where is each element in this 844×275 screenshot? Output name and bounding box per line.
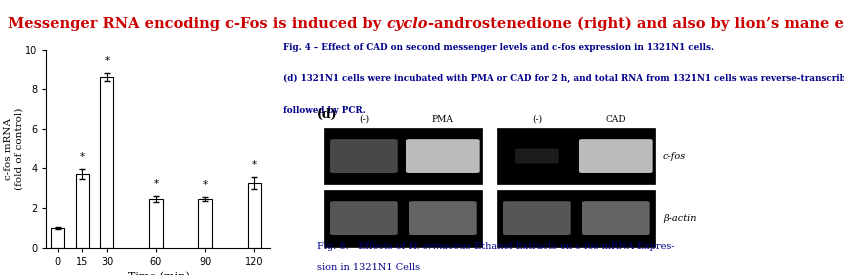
Text: PMA: PMA — [431, 115, 453, 124]
Bar — [324, 190, 482, 246]
Text: Ethanol Extracts on c-fos mRNA Expres-: Ethanol Extracts on c-fos mRNA Expres- — [471, 242, 674, 251]
Bar — [198, 199, 211, 248]
Text: *: * — [252, 160, 257, 170]
Text: *: * — [203, 180, 208, 190]
Bar — [149, 199, 162, 248]
Text: β-actin: β-actin — [662, 214, 695, 222]
Text: cyclo: cyclo — [387, 17, 428, 31]
Text: CAD: CAD — [605, 115, 625, 124]
Bar — [76, 174, 89, 248]
Bar — [497, 190, 655, 246]
Text: Fig. 8.   Effects of: Fig. 8. Effects of — [316, 242, 408, 251]
Text: (d) 1321N1 cells were incubated with PMA or CAD for 2 h, and total RNA from 1321: (d) 1321N1 cells were incubated with PMA… — [283, 74, 844, 83]
Y-axis label: c-fos mRNA
(fold of control): c-fos mRNA (fold of control) — [4, 107, 24, 190]
Text: H. erinaceus: H. erinaceus — [408, 242, 471, 251]
Bar — [497, 128, 655, 185]
Text: Messenger RNA encoding c-Fos is induced by: Messenger RNA encoding c-Fos is induced … — [8, 17, 387, 31]
Text: followed by PCR.: followed by PCR. — [283, 106, 365, 115]
Text: Fig. 4 – Effect of CAD on second messenger levels and c-fos expression in 1321N1: Fig. 4 – Effect of CAD on second messeng… — [283, 43, 713, 52]
Text: (d): (d) — [316, 108, 337, 121]
Text: *: * — [105, 56, 110, 66]
FancyBboxPatch shape — [515, 148, 558, 164]
FancyBboxPatch shape — [582, 201, 649, 235]
Bar — [100, 77, 113, 248]
Bar — [324, 128, 482, 185]
FancyBboxPatch shape — [502, 201, 570, 235]
Text: (-): (-) — [359, 115, 369, 124]
Text: *: * — [154, 179, 159, 189]
FancyBboxPatch shape — [330, 201, 398, 235]
FancyBboxPatch shape — [330, 139, 398, 173]
Bar — [247, 183, 260, 248]
FancyBboxPatch shape — [578, 139, 652, 173]
Text: sion in 1321N1 Cells: sion in 1321N1 Cells — [316, 263, 419, 273]
Text: c-fos: c-fos — [662, 152, 685, 161]
FancyBboxPatch shape — [408, 201, 476, 235]
Text: -androstenedione (right) and also by lion’s mane extract (left).: -androstenedione (right) and also by lio… — [428, 17, 844, 31]
FancyBboxPatch shape — [405, 139, 479, 173]
Text: (-): (-) — [531, 115, 541, 124]
X-axis label: Time (min): Time (min) — [127, 272, 189, 275]
Bar — [51, 228, 64, 248]
Text: *: * — [80, 152, 85, 162]
